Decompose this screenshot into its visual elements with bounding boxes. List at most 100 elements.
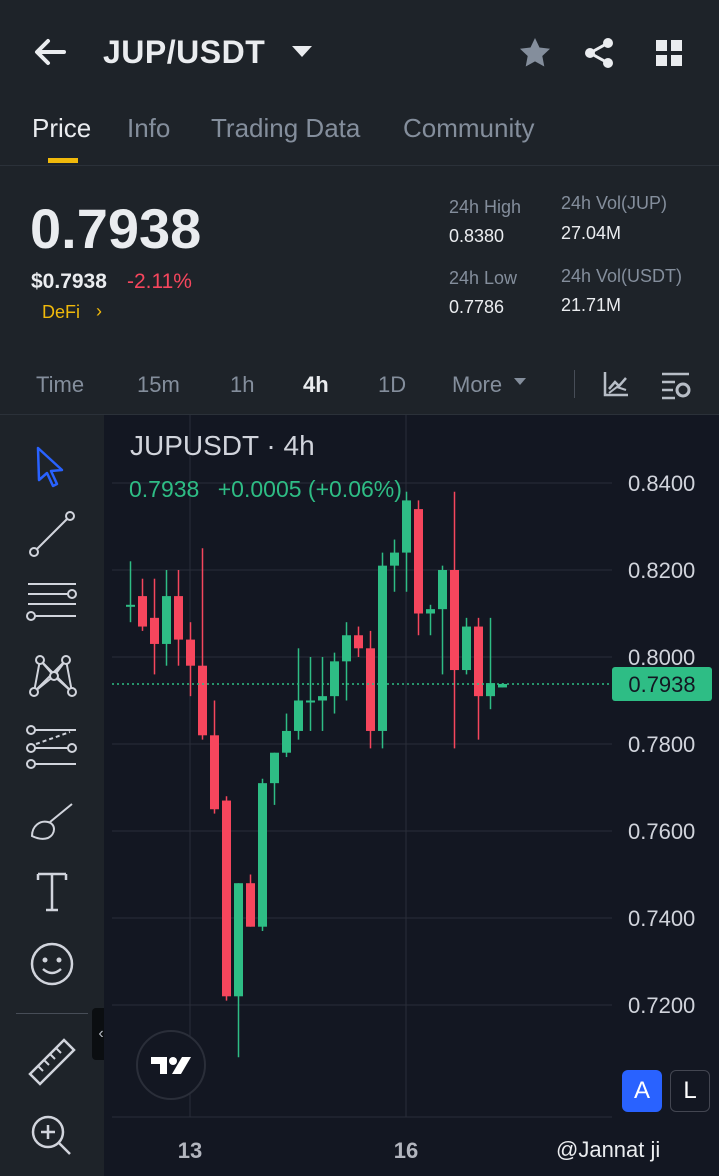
candle-body xyxy=(306,700,315,703)
usd-price: $0.7938 xyxy=(31,270,107,293)
time-axis: 13 16 xyxy=(178,1138,418,1163)
tradingview-logo-icon xyxy=(151,1057,191,1074)
candle-body xyxy=(474,626,483,697)
ohlc-legend: 0.7938 +0.0005 (+0.06%) xyxy=(129,476,414,503)
candle-body xyxy=(378,565,387,731)
price-axis: 0.8400 0.8200 0.8000 0.7800 0.7600 0.7400 0.72… xyxy=(628,471,695,1018)
candle-body xyxy=(246,883,255,927)
tab-trading-data[interactable]: Trading Data xyxy=(211,113,361,143)
current-price-label: 0.7938 xyxy=(628,672,695,697)
tab-info[interactable]: Info xyxy=(127,113,171,143)
candle-body xyxy=(450,570,459,671)
candle-body xyxy=(318,696,327,701)
chevron-right-icon[interactable]: › xyxy=(96,301,102,321)
change-percent: -2.11% xyxy=(127,270,192,293)
high-label: 24h High xyxy=(449,197,522,217)
interval-divider xyxy=(574,370,575,398)
interval-time[interactable]: Time xyxy=(36,372,85,397)
candles xyxy=(126,491,507,1058)
current-price-box xyxy=(612,666,712,701)
candle-body xyxy=(210,735,219,810)
forecast-icon[interactable] xyxy=(24,720,80,776)
low-value: 0.7786 xyxy=(449,297,505,317)
candle-body xyxy=(426,609,435,614)
active-tab-indicator xyxy=(48,158,78,163)
candle-body xyxy=(486,683,495,697)
candle-body xyxy=(330,661,339,697)
candle-body xyxy=(366,648,375,731)
pattern-icon[interactable] xyxy=(24,648,80,704)
tab-community[interactable]: Community xyxy=(403,113,535,143)
gridlines xyxy=(112,415,612,1118)
log-scale-button[interactable]: L xyxy=(670,1070,710,1112)
tradingview-logo[interactable] xyxy=(136,1030,206,1100)
candle-body xyxy=(294,700,303,731)
star-icon[interactable] xyxy=(518,36,552,70)
price-tick-label: 0.8000 xyxy=(628,645,695,670)
header-bar: JUP/USDT xyxy=(0,0,719,110)
vol-jup-label: 24h Vol(JUP) xyxy=(561,193,668,213)
chart-settings-icon[interactable] xyxy=(659,368,693,402)
interval-15m[interactable]: 15m xyxy=(137,372,180,397)
candle-body xyxy=(126,604,135,607)
chart-title: JUPUSDT · 4h xyxy=(130,430,315,461)
price-chart[interactable]: 0.8400 0.8200 0.8000 0.7800 0.7600 0.7400 0.72… xyxy=(0,415,719,1176)
low-label: 24h Low xyxy=(449,268,518,288)
auto-scale-button[interactable]: A xyxy=(622,1070,662,1112)
candle-body xyxy=(186,639,195,666)
candle-body xyxy=(498,683,507,688)
interval-more[interactable]: More xyxy=(452,372,503,397)
candle-body xyxy=(414,509,423,614)
candle-body xyxy=(150,617,159,644)
candle-body xyxy=(282,730,291,753)
price-tick-label: 0.7200 xyxy=(628,993,695,1018)
emoji-icon[interactable] xyxy=(24,936,80,992)
interval-4h[interactable]: 4h xyxy=(303,372,329,397)
tab-price[interactable]: Price xyxy=(32,113,92,143)
legend-price: 0.7938 xyxy=(129,476,200,502)
indicator-icon[interactable] xyxy=(600,368,632,400)
candle-body xyxy=(390,552,399,566)
candle-body xyxy=(138,596,147,627)
back-arrow-icon[interactable] xyxy=(30,32,70,72)
candle-body xyxy=(270,752,279,784)
trend-line-icon[interactable] xyxy=(24,506,80,562)
pair-title[interactable]: JUP/USDT xyxy=(103,34,266,70)
vol-jup-value: 27.04M xyxy=(561,223,622,243)
interval-1d[interactable]: 1D xyxy=(378,372,407,397)
candle-body xyxy=(162,596,171,644)
candle-body xyxy=(174,596,183,640)
high-value: 0.8380 xyxy=(449,226,505,246)
cursor-icon[interactable] xyxy=(26,440,82,496)
price-tick-label: 0.8200 xyxy=(628,558,695,583)
time-tick-label: 13 xyxy=(178,1138,202,1163)
dropdown-caret-icon[interactable] xyxy=(292,46,312,57)
candle-body xyxy=(438,570,447,610)
candle-body xyxy=(258,783,267,927)
price-tick-label: 0.8400 xyxy=(628,471,695,496)
watermark: @Jannat ji xyxy=(556,1137,661,1162)
ruler-icon[interactable] xyxy=(24,1034,80,1090)
horizontal-lines-icon[interactable] xyxy=(24,576,80,632)
toolbar-divider xyxy=(16,1013,88,1014)
category-tag[interactable]: DeFi xyxy=(42,302,81,322)
vol-usdt-value: 21.71M xyxy=(561,295,622,315)
more-caret-icon[interactable] xyxy=(514,378,526,385)
zoom-icon[interactable] xyxy=(24,1104,80,1160)
price-tick-label: 0.7600 xyxy=(628,819,695,844)
candle-body xyxy=(402,500,411,553)
candle-body xyxy=(462,626,471,671)
chart-top-divider xyxy=(0,414,719,415)
candle-body xyxy=(222,800,231,997)
candle-body xyxy=(342,635,351,662)
grid-icon[interactable] xyxy=(654,38,684,68)
brush-icon[interactable] xyxy=(26,796,82,852)
share-icon[interactable] xyxy=(582,36,616,70)
candle-body xyxy=(198,665,207,736)
price-tick-label: 0.7800 xyxy=(628,732,695,757)
vol-usdt-label: 24h Vol(USDT) xyxy=(561,266,683,286)
text-icon[interactable] xyxy=(24,864,80,920)
price-tick-label: 0.7400 xyxy=(628,906,695,931)
interval-1h[interactable]: 1h xyxy=(230,372,255,397)
candle-body xyxy=(354,635,363,649)
